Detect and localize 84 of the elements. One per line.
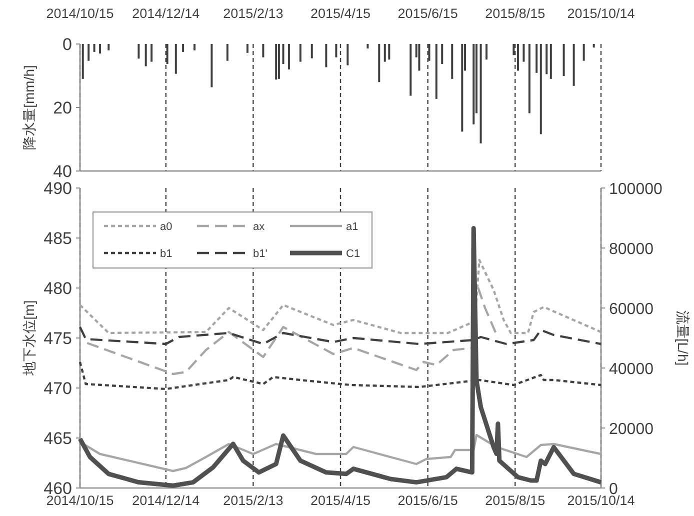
bar — [194, 44, 196, 50]
bar — [582, 44, 585, 61]
y2-tick-label: 80000 — [609, 241, 654, 258]
bar — [93, 44, 96, 52]
y2-axis-title: 流量[L/h] — [675, 310, 691, 366]
x-tick-label: 2015/8/15 — [485, 6, 546, 21]
legend-label: b1' — [253, 248, 268, 260]
bar — [82, 44, 84, 79]
y-tick-label: 480 — [44, 279, 72, 298]
y-tick-label: 40 — [53, 162, 72, 181]
bar — [572, 44, 575, 86]
y-axis-title: 地下水位[m] — [21, 300, 37, 377]
y-axis-title: 降水量[mm/h] — [21, 65, 37, 150]
bar — [310, 44, 313, 58]
bar — [226, 44, 228, 61]
legend-label: b1 — [160, 248, 172, 260]
bar — [262, 44, 264, 58]
y2-tick-label: 100000 — [609, 181, 662, 198]
bar — [288, 44, 290, 70]
x-tick-label: 2015/2/13 — [223, 493, 284, 508]
bar — [174, 44, 177, 74]
bar — [592, 44, 595, 48]
y-tick-label: 485 — [44, 229, 72, 248]
bar — [485, 44, 488, 60]
bar — [384, 44, 386, 62]
x-tick-label: 2015/4/15 — [310, 493, 371, 508]
x-tick-label: 2015/6/15 — [398, 493, 458, 508]
bar — [562, 44, 565, 76]
bar — [335, 44, 338, 58]
bar — [275, 44, 278, 80]
bar — [451, 44, 454, 79]
x-tick-label: 2015/2/13 — [223, 6, 284, 21]
y-tick-label: 465 — [44, 429, 72, 448]
x-tick-label: 2014/10/15 — [46, 6, 114, 21]
bar — [246, 44, 248, 53]
bar — [546, 44, 548, 74]
bar — [461, 44, 464, 132]
bar — [366, 44, 369, 48]
bar — [410, 44, 412, 96]
legend-label: a1 — [346, 221, 358, 233]
bar — [299, 44, 302, 62]
legend-label: ax — [253, 221, 266, 233]
bar — [540, 44, 542, 134]
bar — [210, 44, 213, 88]
y-tick-label: 490 — [44, 179, 72, 198]
bar — [278, 44, 280, 79]
x-tick-label: 2015/6/15 — [398, 6, 458, 21]
y-tick-label: 470 — [44, 379, 72, 398]
x-tick-label: 2014/10/15 — [46, 493, 114, 508]
x-tick-label: 2015/10/14 — [567, 493, 636, 508]
y2-tick-label: 60000 — [609, 301, 654, 318]
bar — [346, 44, 349, 66]
y2-tick-label: 40000 — [609, 361, 654, 378]
bar — [282, 44, 284, 64]
bar — [388, 44, 390, 60]
y2-tick-label: 20000 — [609, 421, 654, 438]
bar — [536, 44, 538, 73]
bar — [472, 44, 475, 124]
bar — [138, 44, 140, 59]
bar — [378, 44, 380, 82]
bar — [550, 44, 552, 79]
bar — [528, 44, 530, 114]
bar — [441, 44, 444, 64]
x-tick-label: 2014/12/14 — [132, 493, 200, 508]
bar — [522, 44, 525, 62]
y-tick-label: 20 — [53, 98, 72, 118]
bar — [108, 44, 110, 50]
bar — [144, 44, 147, 66]
bar — [480, 44, 482, 144]
legend-label: a0 — [160, 221, 172, 233]
legend-label: C1 — [346, 248, 360, 260]
bar — [182, 44, 184, 52]
x-tick-label: 2015/10/14 — [567, 6, 636, 21]
bar — [435, 44, 438, 99]
bar — [99, 44, 102, 54]
x-tick-label: 2014/12/14 — [132, 6, 200, 21]
x-tick-label: 2015/4/15 — [310, 6, 371, 21]
bar — [325, 44, 328, 68]
y-tick-label: 0 — [62, 35, 72, 54]
x-tick-label: 2015/8/15 — [485, 493, 546, 508]
bar — [418, 44, 420, 71]
bar — [150, 44, 153, 62]
bar — [88, 44, 90, 61]
y-tick-label: 475 — [44, 329, 72, 348]
